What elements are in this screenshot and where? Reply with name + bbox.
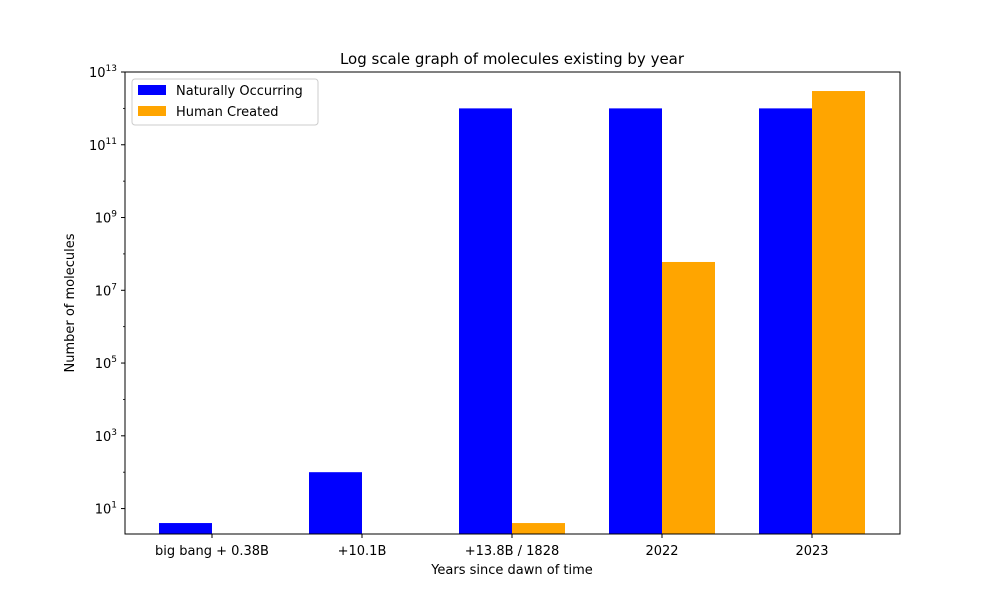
legend-box	[131, 78, 319, 126]
y-tick-label-3: 107	[95, 282, 117, 299]
legend-label-human-created: Human Created	[176, 105, 278, 120]
bar-naturally-occurring-3	[609, 108, 662, 534]
legend-swatch-naturally-occurring	[138, 85, 166, 95]
x-tick-label-0: big bang + 0.38B	[155, 544, 269, 559]
bar-human-created-3	[662, 261, 715, 534]
x-tick-label-1: +10.1B	[338, 544, 387, 559]
y-tick-label-1: 103	[95, 428, 117, 445]
x-tick-label-2: +13.8B / 1828	[465, 544, 560, 559]
bar-human-created-2	[512, 523, 565, 534]
legend: Naturally Occurring Human Created	[131, 78, 319, 126]
x-tick-label-4: 2023	[795, 544, 828, 559]
y-tick-label-0: 101	[95, 501, 117, 518]
legend-swatch-human-created	[138, 106, 166, 116]
chart-title: Log scale graph of molecules existing by…	[340, 50, 685, 68]
x-axis-label: Years since dawn of time	[430, 563, 593, 578]
bar-naturally-occurring-0	[159, 523, 212, 534]
bar-naturally-occurring-1	[309, 472, 362, 534]
y-tick-label-5: 1011	[89, 137, 117, 154]
y-tick-label-6: 1013	[89, 64, 117, 81]
bar-naturally-occurring-4	[759, 108, 812, 534]
x-tick-label-3: 2022	[645, 544, 678, 559]
bar-human-created-4	[812, 91, 865, 535]
legend-label-naturally-occurring: Naturally Occurring	[176, 84, 303, 99]
y-tick-label-4: 109	[95, 210, 118, 227]
y-tick-label-2: 105	[95, 355, 117, 372]
plot-area	[159, 91, 865, 535]
y-axis-label: Number of molecules	[63, 233, 78, 372]
bar-naturally-occurring-2	[459, 108, 512, 534]
